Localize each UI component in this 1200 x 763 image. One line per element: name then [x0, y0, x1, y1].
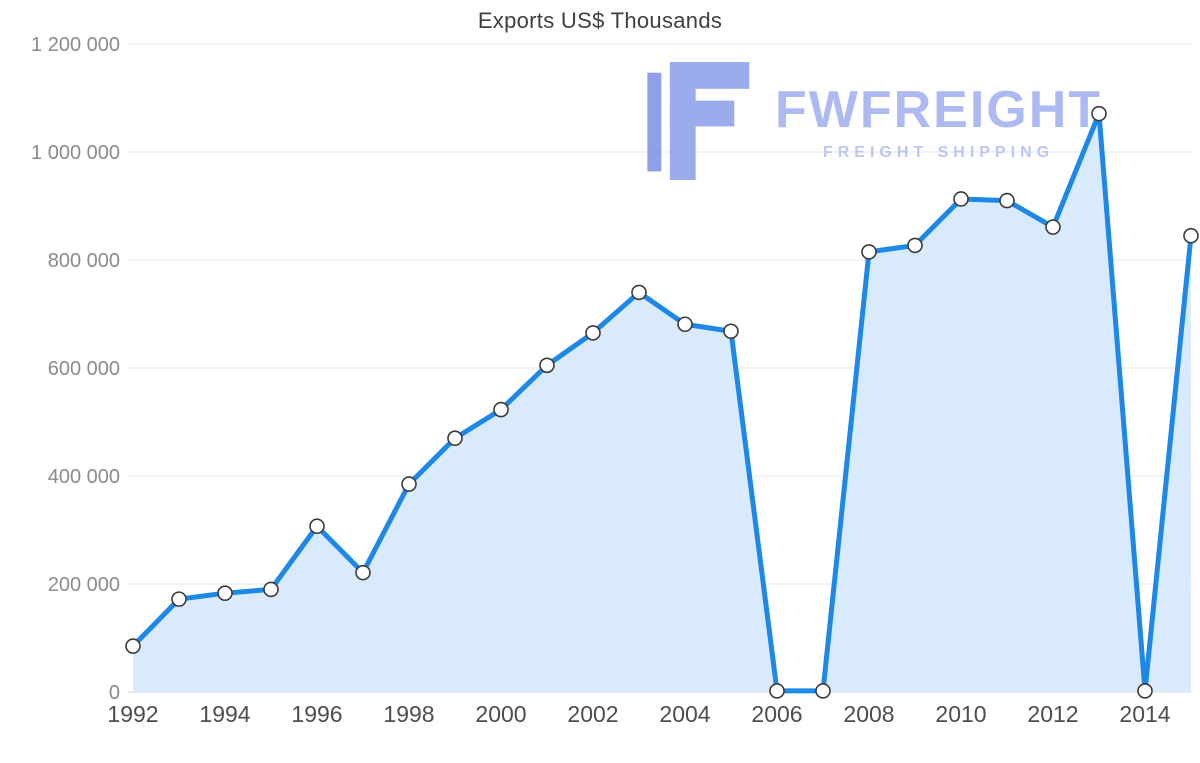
data-point-marker[interactable]: [217, 585, 233, 601]
data-point-marker[interactable]: [677, 316, 693, 333]
data-point-marker[interactable]: [723, 323, 739, 340]
x-tick-label: 1998: [383, 701, 434, 727]
data-point-marker[interactable]: [263, 581, 279, 598]
y-tick-label: 0: [109, 682, 120, 704]
data-point-marker[interactable]: [493, 401, 509, 418]
data-point-marker[interactable]: [769, 683, 785, 699]
line-path: [130, 111, 1194, 694]
y-tick-label: 200 000: [48, 574, 120, 596]
y-tick-label: 400 000: [48, 466, 120, 488]
data-point-marker[interactable]: [1045, 219, 1061, 235]
line-series: [130, 111, 1194, 694]
data-point-marker[interactable]: [1137, 683, 1153, 699]
data-point-marker[interactable]: [401, 476, 417, 492]
x-tick-label: 1992: [107, 701, 158, 727]
data-point-marker[interactable]: [447, 430, 463, 447]
y-tick-label: 1 000 000: [31, 142, 120, 164]
data-point-marker[interactable]: [907, 237, 923, 254]
data-point-marker[interactable]: [355, 564, 371, 581]
x-tick-label: 1996: [291, 701, 342, 727]
data-point-marker[interactable]: [1091, 105, 1107, 122]
y-tick-label: 1 200 000: [31, 34, 120, 56]
y-axis-labels: 0 200 000 400 000 600 000 800 000 1 000 000 1 …: [31, 34, 120, 704]
data-point-marker[interactable]: [631, 284, 647, 301]
y-tick-label: 600 000: [48, 358, 120, 380]
data-point-marker[interactable]: [999, 192, 1015, 209]
data-point-marker[interactable]: [815, 683, 831, 699]
data-point-markers: [125, 105, 1199, 699]
data-point-marker[interactable]: [1183, 227, 1199, 244]
data-point-marker[interactable]: [171, 591, 187, 607]
x-tick-label: 2010: [935, 701, 986, 727]
x-tick-label: 2014: [1119, 701, 1170, 727]
data-point-marker[interactable]: [585, 325, 601, 341]
x-axis-labels: 1992 1994 1996 1998 2000 2002 2004 2006 2008 2010…: [107, 701, 1170, 727]
x-tick-label: 2002: [567, 701, 618, 727]
x-tick-label: 2008: [843, 701, 894, 727]
x-tick-label: 1994: [199, 701, 250, 727]
data-point-marker[interactable]: [539, 357, 555, 374]
x-tick-label: 2000: [475, 701, 526, 727]
x-tick-label: 2006: [751, 701, 802, 727]
x-tick-label: 2004: [659, 701, 710, 727]
data-point-marker[interactable]: [309, 518, 325, 535]
area-fill: [133, 113, 1191, 692]
x-tick-label: 2012: [1027, 701, 1078, 727]
data-point-marker[interactable]: [125, 638, 141, 654]
chart-title: Exports US$ Thousands: [477, 8, 723, 33]
data-point-marker[interactable]: [861, 244, 877, 260]
data-point-marker[interactable]: [953, 191, 969, 207]
area-fill-path: [133, 113, 1191, 692]
y-tick-label: 800 000: [48, 250, 120, 272]
